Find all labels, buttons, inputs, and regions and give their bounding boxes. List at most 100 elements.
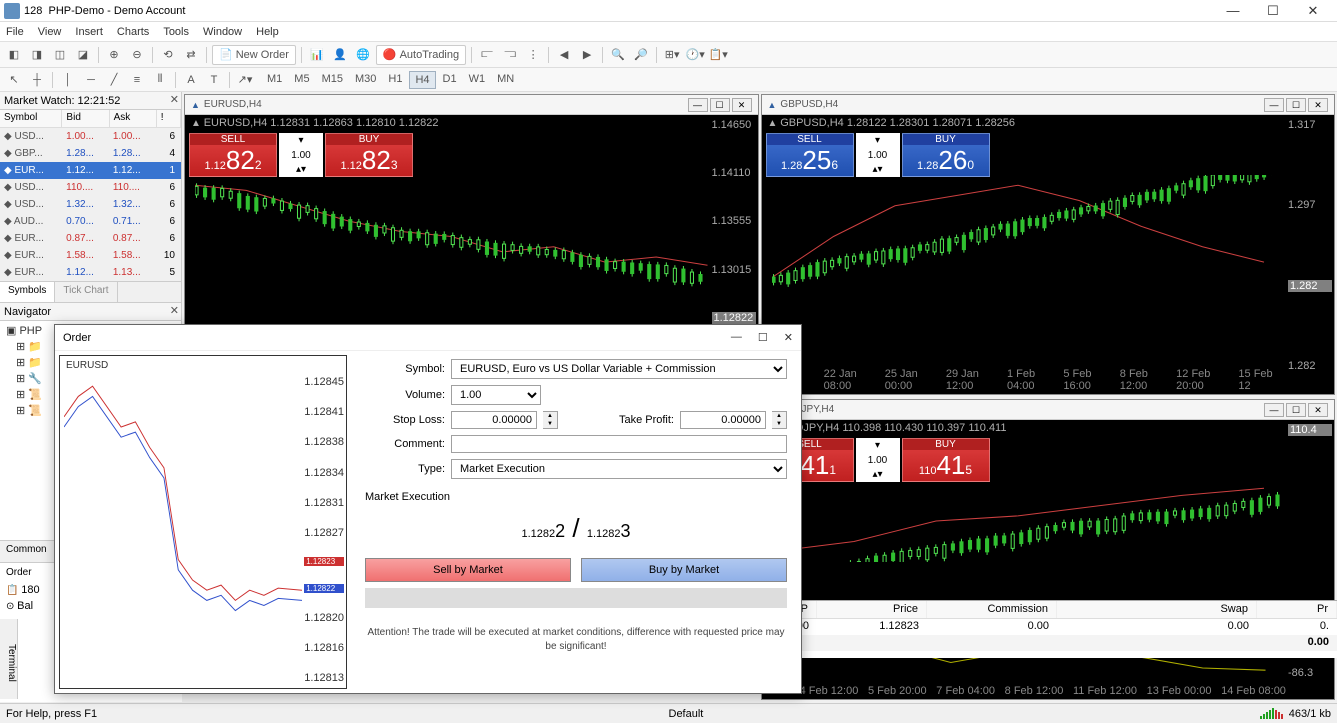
toolbar-btn[interactable]: ⊖ xyxy=(127,45,147,65)
toolbar-btn[interactable]: ⊕ xyxy=(104,45,124,65)
market-watch-row[interactable]: ◆ EUR...0.87...0.87...6 xyxy=(0,230,181,247)
buy-by-market-button[interactable]: Buy by Market xyxy=(581,558,787,582)
toolbar-btn[interactable]: ◀ xyxy=(554,45,574,65)
trendline-icon[interactable]: ╱ xyxy=(104,70,124,90)
stoploss-input[interactable] xyxy=(451,411,537,429)
sell-button[interactable]: SELL 1.28256 xyxy=(766,133,854,177)
chart-arrow-icon[interactable]: ▲ xyxy=(191,100,200,110)
crosshair-icon[interactable]: ┼ xyxy=(27,70,47,90)
maximize-icon[interactable]: ☐ xyxy=(710,98,730,112)
menu-window[interactable]: Window xyxy=(203,26,242,38)
sell-by-market-button[interactable]: Sell by Market xyxy=(365,558,571,582)
status-help: For Help, press F1 xyxy=(6,708,97,720)
toolbar-btn[interactable]: ▶ xyxy=(577,45,597,65)
arrow-icon[interactable]: ↗▾ xyxy=(235,70,255,90)
minimize-button[interactable]: — xyxy=(731,331,742,344)
toolbar-btn[interactable]: ⟲ xyxy=(158,45,178,65)
toolbar-btn[interactable]: 🌐 xyxy=(353,45,373,65)
volume-select[interactable]: 1.00 xyxy=(451,385,541,405)
chart-canvas[interactable]: ▲ GBPUSD,H4 1.28122 1.28301 1.28071 1.28… xyxy=(762,115,1335,394)
toolbar-btn[interactable]: ⫍ xyxy=(477,45,497,65)
close-icon[interactable]: ✕ xyxy=(170,93,179,106)
toolbar-btn[interactable]: ◫ xyxy=(50,45,70,65)
menu-insert[interactable]: Insert xyxy=(75,26,103,38)
close-icon[interactable]: ✕ xyxy=(170,304,179,317)
minimize-button[interactable]: — xyxy=(1213,3,1253,19)
menu-charts[interactable]: Charts xyxy=(117,26,149,38)
volume-input[interactable]: ▾1.00▴▾ xyxy=(856,133,900,177)
timeframe-M30[interactable]: M30 xyxy=(350,71,381,89)
close-button[interactable]: ✕ xyxy=(784,331,793,344)
toolbar-btn[interactable]: 📋▾ xyxy=(708,45,728,65)
close-button[interactable]: ✕ xyxy=(1293,3,1333,19)
buy-button[interactable]: BUY 1.12823 xyxy=(325,133,413,177)
toolbar-btn[interactable]: ◪ xyxy=(73,45,93,65)
maximize-button[interactable]: ☐ xyxy=(1253,3,1293,19)
toolbar-btn[interactable]: 🔎 xyxy=(631,45,651,65)
volume-input[interactable]: ▾1.00▴▾ xyxy=(279,133,323,177)
tab-symbols[interactable]: Symbols xyxy=(0,282,55,302)
toolbar-btn[interactable]: 📊 xyxy=(307,45,327,65)
market-watch-row[interactable]: ◆ EUR...1.58...1.58...10 xyxy=(0,247,181,264)
timeframe-D1[interactable]: D1 xyxy=(438,71,462,89)
maximize-icon[interactable]: ☐ xyxy=(1286,403,1306,417)
maximize-button[interactable]: ☐ xyxy=(758,331,768,344)
sell-button[interactable]: SELL 1.12822 xyxy=(189,133,277,177)
buy-button[interactable]: BUY 1.28260 xyxy=(902,133,990,177)
toolbar-btn[interactable]: ◨ xyxy=(27,45,47,65)
timeframe-W1[interactable]: W1 xyxy=(464,71,491,89)
buy-button[interactable]: BUY 110415 xyxy=(902,438,990,482)
toolbar-btn[interactable]: 🔍 xyxy=(608,45,628,65)
menu-help[interactable]: Help xyxy=(256,26,279,38)
menu-file[interactable]: File xyxy=(6,26,24,38)
channel-icon[interactable]: ≡ xyxy=(127,70,147,90)
new-order-button[interactable]: 📄 New Order xyxy=(212,45,296,65)
maximize-icon[interactable]: ☐ xyxy=(1286,98,1306,112)
toolbar-btn[interactable]: ⇄ xyxy=(181,45,201,65)
close-icon[interactable]: ✕ xyxy=(732,98,752,112)
toolbar-btn[interactable]: ◧ xyxy=(4,45,24,65)
toolbar-btn[interactable]: ⋮ xyxy=(523,45,543,65)
toolbar-btn[interactable]: 👤 xyxy=(330,45,350,65)
minimize-icon[interactable]: — xyxy=(1264,98,1284,112)
text-icon[interactable]: A xyxy=(181,70,201,90)
market-watch-row[interactable]: ◆ AUD...0.70...0.71...6 xyxy=(0,213,181,230)
market-watch-row[interactable]: ◆ EUR...1.12...1.12...1 xyxy=(0,162,181,179)
volume-input[interactable]: ▾1.00▴▾ xyxy=(856,438,900,482)
fib-icon[interactable]: ⫴ xyxy=(150,70,170,90)
terminal-tab[interactable]: Terminal xyxy=(0,619,18,699)
chart-arrow-icon[interactable]: ▲ xyxy=(768,100,777,110)
menu-view[interactable]: View xyxy=(38,26,62,38)
cursor-icon[interactable]: ↖ xyxy=(4,70,24,90)
minimize-icon[interactable]: — xyxy=(1264,403,1284,417)
hline-icon[interactable]: ─ xyxy=(81,70,101,90)
minimize-icon[interactable]: — xyxy=(688,98,708,112)
market-watch-row[interactable]: ◆ GBP...1.28...1.28...4 xyxy=(0,145,181,162)
close-icon[interactable]: ✕ xyxy=(1308,403,1328,417)
timeframe-MN[interactable]: MN xyxy=(492,71,519,89)
comment-input[interactable] xyxy=(451,435,787,453)
status-bar: For Help, press F1 Default 463/1 kb xyxy=(0,703,1337,723)
type-select[interactable]: Market Execution xyxy=(451,459,787,479)
symbol-select[interactable]: EURUSD, Euro vs US Dollar Variable + Com… xyxy=(451,359,787,379)
market-watch-row[interactable]: ◆ USD...110....110....6 xyxy=(0,179,181,196)
toolbar-btn[interactable]: ⫎ xyxy=(500,45,520,65)
menu-tools[interactable]: Tools xyxy=(163,26,189,38)
label-icon[interactable]: T xyxy=(204,70,224,90)
toolbar-btn[interactable]: 🕐▾ xyxy=(685,45,705,65)
timeframe-H4[interactable]: H4 xyxy=(409,71,435,89)
close-icon[interactable]: ✕ xyxy=(1308,98,1328,112)
market-watch-row[interactable]: ◆ EUR...1.12...1.13...5 xyxy=(0,264,181,281)
autotrading-button[interactable]: 🔴 AutoTrading xyxy=(376,45,466,65)
vline-icon[interactable]: │ xyxy=(58,70,78,90)
timeframe-M5[interactable]: M5 xyxy=(289,71,314,89)
toolbar-btn[interactable]: ⊞▾ xyxy=(662,45,682,65)
market-watch-row[interactable]: ◆ USD...1.32...1.32...6 xyxy=(0,196,181,213)
tab-common[interactable]: Common xyxy=(0,541,53,562)
tab-tick-chart[interactable]: Tick Chart xyxy=(55,282,117,302)
timeframe-M15[interactable]: M15 xyxy=(317,71,348,89)
timeframe-M1[interactable]: M1 xyxy=(262,71,287,89)
timeframe-H1[interactable]: H1 xyxy=(383,71,407,89)
takeprofit-input[interactable] xyxy=(680,411,766,429)
market-watch-row[interactable]: ◆ USD...1.00...1.00...6 xyxy=(0,128,181,145)
